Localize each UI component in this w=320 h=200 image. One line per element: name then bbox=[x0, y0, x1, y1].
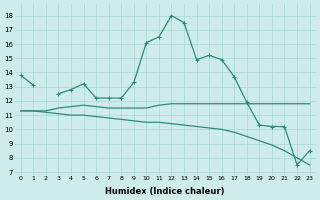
X-axis label: Humidex (Indice chaleur): Humidex (Indice chaleur) bbox=[106, 187, 225, 196]
